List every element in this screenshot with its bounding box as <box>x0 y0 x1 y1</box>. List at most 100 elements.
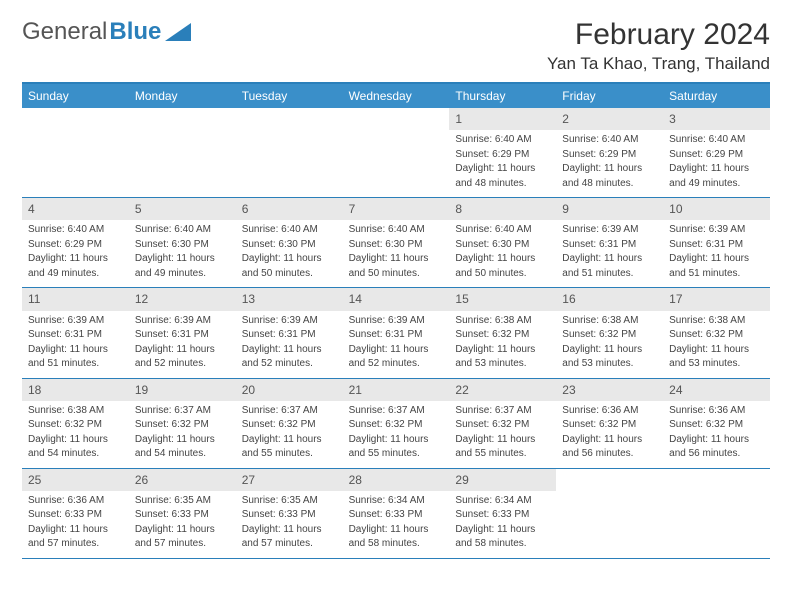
day-sunset: Sunset: 6:30 PM <box>349 238 444 252</box>
day-daylight1: Daylight: 11 hours <box>135 523 230 537</box>
week-row: 25Sunrise: 6:36 AMSunset: 6:33 PMDayligh… <box>22 469 770 559</box>
day-number <box>236 108 343 114</box>
day-daylight1: Daylight: 11 hours <box>562 433 657 447</box>
week-row: 18Sunrise: 6:38 AMSunset: 6:32 PMDayligh… <box>22 379 770 469</box>
day-daylight2: and 51 minutes. <box>28 357 123 371</box>
day-cell: 27Sunrise: 6:35 AMSunset: 6:33 PMDayligh… <box>236 469 343 558</box>
day-daylight2: and 56 minutes. <box>669 447 764 461</box>
day-daylight1: Daylight: 11 hours <box>135 343 230 357</box>
brand-part2: Blue <box>109 18 161 46</box>
day-daylight1: Daylight: 11 hours <box>669 162 764 176</box>
day-sunrise: Sunrise: 6:35 AM <box>135 494 230 508</box>
day-cell: 17Sunrise: 6:38 AMSunset: 6:32 PMDayligh… <box>663 288 770 377</box>
day-sunrise: Sunrise: 6:39 AM <box>562 223 657 237</box>
day-cell: 19Sunrise: 6:37 AMSunset: 6:32 PMDayligh… <box>129 379 236 468</box>
header: GeneralBlue February 2024 Yan Ta Khao, T… <box>22 18 770 74</box>
day-daylight2: and 58 minutes. <box>349 537 444 551</box>
day-cell: 29Sunrise: 6:34 AMSunset: 6:33 PMDayligh… <box>449 469 556 558</box>
day-cell: 11Sunrise: 6:39 AMSunset: 6:31 PMDayligh… <box>22 288 129 377</box>
day-cell: 21Sunrise: 6:37 AMSunset: 6:32 PMDayligh… <box>343 379 450 468</box>
day-daylight1: Daylight: 11 hours <box>669 433 764 447</box>
day-cell: 24Sunrise: 6:36 AMSunset: 6:32 PMDayligh… <box>663 379 770 468</box>
day-number: 5 <box>129 198 236 220</box>
day-number: 16 <box>556 288 663 310</box>
day-daylight2: and 54 minutes. <box>135 447 230 461</box>
day-number: 6 <box>236 198 343 220</box>
day-sunrise: Sunrise: 6:36 AM <box>669 404 764 418</box>
day-content: Sunrise: 6:37 AMSunset: 6:32 PMDaylight:… <box>343 401 450 468</box>
day-sunset: Sunset: 6:29 PM <box>28 238 123 252</box>
day-sunset: Sunset: 6:33 PM <box>135 508 230 522</box>
day-content: Sunrise: 6:35 AMSunset: 6:33 PMDaylight:… <box>129 491 236 558</box>
day-cell <box>22 108 129 197</box>
day-cell: 1Sunrise: 6:40 AMSunset: 6:29 PMDaylight… <box>449 108 556 197</box>
day-number: 1 <box>449 108 556 130</box>
day-sunrise: Sunrise: 6:40 AM <box>455 133 550 147</box>
day-daylight2: and 51 minutes. <box>669 267 764 281</box>
day-number: 18 <box>22 379 129 401</box>
day-daylight1: Daylight: 11 hours <box>562 162 657 176</box>
day-content: Sunrise: 6:39 AMSunset: 6:31 PMDaylight:… <box>663 220 770 287</box>
day-number <box>129 108 236 114</box>
day-number: 8 <box>449 198 556 220</box>
day-daylight2: and 57 minutes. <box>242 537 337 551</box>
day-number: 12 <box>129 288 236 310</box>
day-number: 29 <box>449 469 556 491</box>
day-content: Sunrise: 6:39 AMSunset: 6:31 PMDaylight:… <box>343 311 450 378</box>
weeks-container: 1Sunrise: 6:40 AMSunset: 6:29 PMDaylight… <box>22 108 770 559</box>
day-number: 14 <box>343 288 450 310</box>
day-daylight1: Daylight: 11 hours <box>349 523 444 537</box>
day-sunrise: Sunrise: 6:40 AM <box>669 133 764 147</box>
day-number: 13 <box>236 288 343 310</box>
day-content: Sunrise: 6:40 AMSunset: 6:29 PMDaylight:… <box>663 130 770 197</box>
day-daylight2: and 50 minutes. <box>242 267 337 281</box>
day-daylight2: and 48 minutes. <box>562 177 657 191</box>
day-sunrise: Sunrise: 6:39 AM <box>349 314 444 328</box>
day-daylight2: and 57 minutes. <box>28 537 123 551</box>
day-daylight1: Daylight: 11 hours <box>455 523 550 537</box>
day-content: Sunrise: 6:39 AMSunset: 6:31 PMDaylight:… <box>556 220 663 287</box>
day-cell: 6Sunrise: 6:40 AMSunset: 6:30 PMDaylight… <box>236 198 343 287</box>
day-daylight1: Daylight: 11 hours <box>669 252 764 266</box>
day-sunrise: Sunrise: 6:39 AM <box>669 223 764 237</box>
day-cell <box>236 108 343 197</box>
day-daylight2: and 51 minutes. <box>562 267 657 281</box>
day-sunset: Sunset: 6:29 PM <box>562 148 657 162</box>
day-daylight2: and 52 minutes. <box>135 357 230 371</box>
day-daylight2: and 49 minutes. <box>135 267 230 281</box>
day-cell: 20Sunrise: 6:37 AMSunset: 6:32 PMDayligh… <box>236 379 343 468</box>
day-daylight2: and 50 minutes. <box>455 267 550 281</box>
calendar: SundayMondayTuesdayWednesdayThursdayFrid… <box>22 82 770 559</box>
day-daylight1: Daylight: 11 hours <box>455 433 550 447</box>
day-content: Sunrise: 6:37 AMSunset: 6:32 PMDaylight:… <box>236 401 343 468</box>
title-block: February 2024 Yan Ta Khao, Trang, Thaila… <box>547 18 770 74</box>
day-number <box>556 469 663 475</box>
day-content: Sunrise: 6:34 AMSunset: 6:33 PMDaylight:… <box>343 491 450 558</box>
day-daylight2: and 48 minutes. <box>455 177 550 191</box>
day-sunrise: Sunrise: 6:34 AM <box>349 494 444 508</box>
day-sunrise: Sunrise: 6:40 AM <box>242 223 337 237</box>
day-sunset: Sunset: 6:31 PM <box>349 328 444 342</box>
day-number: 21 <box>343 379 450 401</box>
day-content: Sunrise: 6:38 AMSunset: 6:32 PMDaylight:… <box>449 311 556 378</box>
day-number: 2 <box>556 108 663 130</box>
day-content: Sunrise: 6:36 AMSunset: 6:32 PMDaylight:… <box>663 401 770 468</box>
logo-triangle-icon <box>165 23 191 41</box>
day-daylight1: Daylight: 11 hours <box>349 433 444 447</box>
day-sunset: Sunset: 6:31 PM <box>669 238 764 252</box>
day-sunset: Sunset: 6:31 PM <box>242 328 337 342</box>
day-sunrise: Sunrise: 6:38 AM <box>28 404 123 418</box>
day-cell: 4Sunrise: 6:40 AMSunset: 6:29 PMDaylight… <box>22 198 129 287</box>
day-sunset: Sunset: 6:30 PM <box>242 238 337 252</box>
day-content: Sunrise: 6:37 AMSunset: 6:32 PMDaylight:… <box>449 401 556 468</box>
day-daylight2: and 50 minutes. <box>349 267 444 281</box>
day-sunset: Sunset: 6:33 PM <box>455 508 550 522</box>
day-sunrise: Sunrise: 6:36 AM <box>562 404 657 418</box>
day-daylight1: Daylight: 11 hours <box>28 523 123 537</box>
day-daylight2: and 52 minutes. <box>242 357 337 371</box>
day-sunrise: Sunrise: 6:38 AM <box>562 314 657 328</box>
day-cell: 12Sunrise: 6:39 AMSunset: 6:31 PMDayligh… <box>129 288 236 377</box>
day-cell: 22Sunrise: 6:37 AMSunset: 6:32 PMDayligh… <box>449 379 556 468</box>
day-daylight1: Daylight: 11 hours <box>455 252 550 266</box>
day-sunrise: Sunrise: 6:39 AM <box>28 314 123 328</box>
